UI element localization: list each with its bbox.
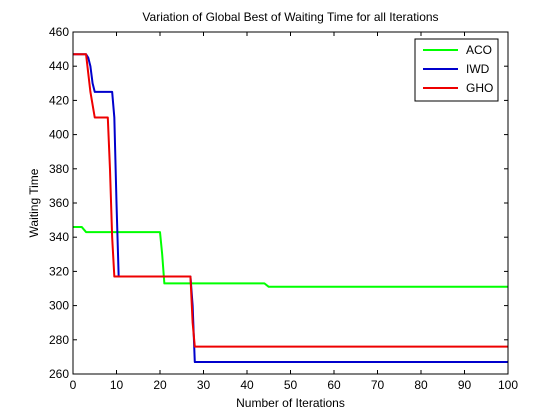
y-tick-label: 280 bbox=[49, 333, 69, 347]
x-tick-label: 70 bbox=[371, 378, 385, 392]
x-tick-label: 80 bbox=[414, 378, 428, 392]
x-tick-label: 10 bbox=[110, 378, 124, 392]
legend-label-gho: GHO bbox=[466, 81, 493, 95]
x-tick-label: 90 bbox=[458, 378, 472, 392]
chart-title: Variation of Global Best of Waiting Time… bbox=[142, 10, 438, 24]
y-tick-label: 460 bbox=[49, 25, 69, 39]
x-tick-label: 60 bbox=[327, 378, 341, 392]
x-tick-label: 0 bbox=[70, 378, 77, 392]
x-tick-label: 20 bbox=[153, 378, 167, 392]
y-tick-label: 320 bbox=[49, 264, 69, 278]
x-axis-label: Number of Iterations bbox=[236, 396, 345, 410]
tick-layer: 0 10 20 30 40 50 60 70 80 90 100 260 280 300 320 340 360… bbox=[49, 25, 518, 392]
x-tick-label: 40 bbox=[240, 378, 254, 392]
legend-items: ACO IWD GHO bbox=[423, 43, 493, 95]
y-tick-label: 440 bbox=[49, 59, 69, 73]
legend-label-iwd: IWD bbox=[466, 62, 490, 76]
x-tick-label: 50 bbox=[284, 378, 298, 392]
series-line-aco bbox=[73, 225, 508, 288]
y-axis-label: Waiting Time bbox=[27, 168, 41, 237]
y-tick-label: 260 bbox=[49, 367, 69, 381]
y-tick-label: 360 bbox=[49, 196, 69, 210]
y-tick-label: 300 bbox=[49, 299, 69, 313]
y-tick-label: 400 bbox=[49, 128, 69, 142]
legend-label-aco: ACO bbox=[466, 43, 492, 57]
x-tick-label: 100 bbox=[498, 378, 518, 392]
series-line-gho bbox=[73, 53, 508, 348]
y-tick-label: 340 bbox=[49, 230, 69, 244]
y-tick-label: 380 bbox=[49, 162, 69, 176]
y-tick-label: 420 bbox=[49, 93, 69, 107]
series-layer bbox=[73, 53, 508, 364]
legend: ACO IWD GHO bbox=[414, 38, 499, 102]
x-tick-label: 30 bbox=[197, 378, 211, 392]
